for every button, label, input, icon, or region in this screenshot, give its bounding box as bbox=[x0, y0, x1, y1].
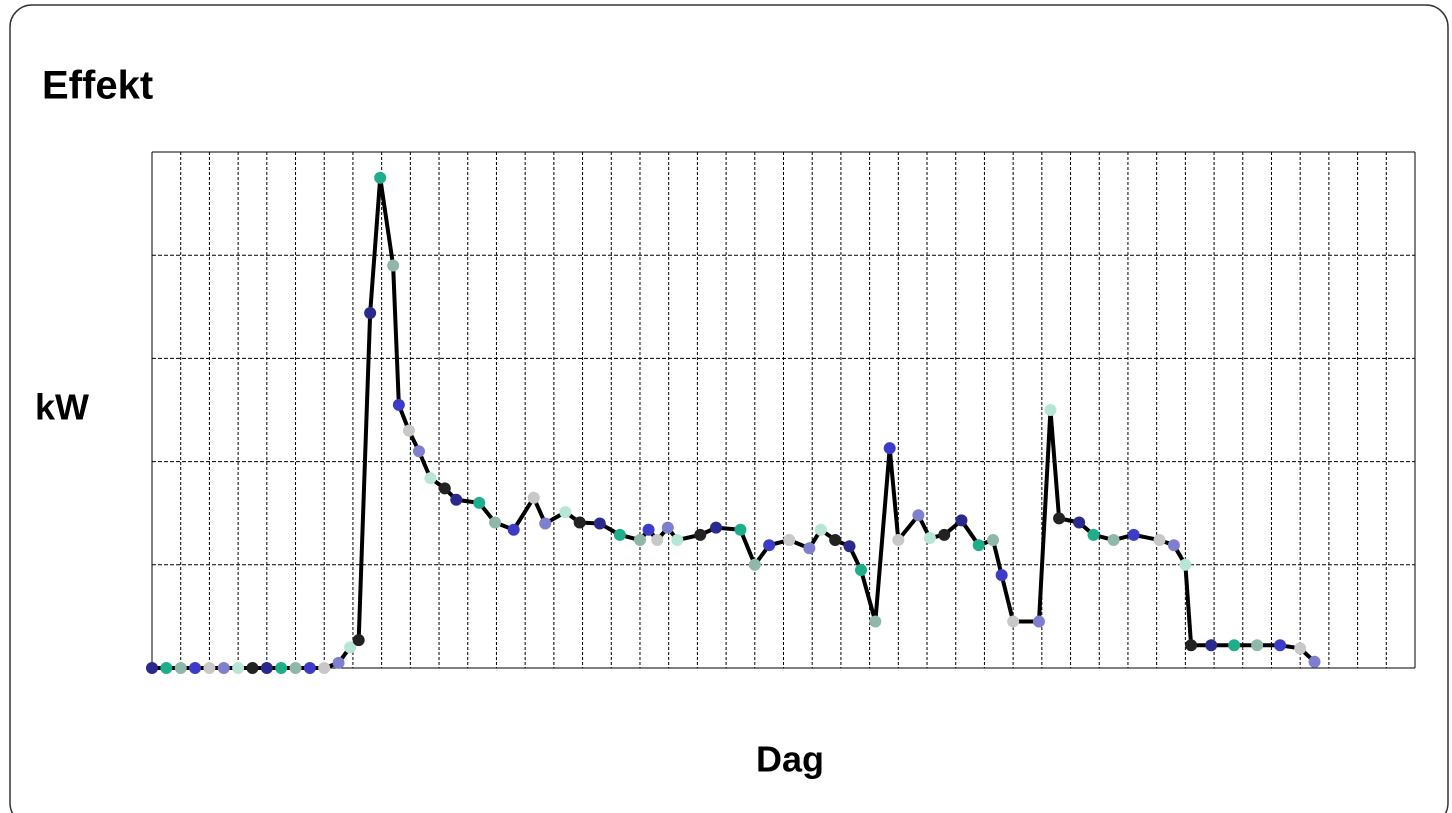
data-point bbox=[1274, 639, 1287, 652]
data-point bbox=[539, 517, 552, 530]
data-point bbox=[402, 424, 415, 437]
data-point bbox=[1167, 539, 1180, 552]
data-point bbox=[843, 540, 856, 553]
data-point bbox=[450, 493, 463, 506]
data-point bbox=[1073, 516, 1086, 529]
data-point bbox=[275, 662, 288, 674]
data-point bbox=[424, 472, 437, 485]
chart-title: Effekt bbox=[42, 64, 153, 108]
data-point bbox=[412, 445, 425, 458]
data-point bbox=[352, 634, 365, 647]
data-point bbox=[473, 496, 486, 509]
y-axis-label: kW bbox=[35, 387, 89, 428]
data-point bbox=[189, 662, 202, 674]
data-point bbox=[1251, 639, 1264, 652]
data-point bbox=[748, 558, 761, 571]
data-point bbox=[438, 482, 451, 495]
data-point bbox=[573, 516, 586, 529]
data-point bbox=[855, 563, 868, 576]
data-point bbox=[883, 442, 896, 455]
data-point bbox=[160, 662, 173, 674]
data-point bbox=[203, 662, 216, 674]
data-point bbox=[829, 534, 842, 547]
data-point bbox=[938, 528, 951, 541]
data-point bbox=[633, 534, 646, 547]
data-point bbox=[1032, 615, 1045, 628]
data-point bbox=[559, 506, 572, 519]
data-point bbox=[387, 259, 400, 272]
data-point bbox=[1185, 639, 1198, 652]
data-point bbox=[1107, 534, 1120, 547]
data-point bbox=[972, 539, 985, 552]
data-point bbox=[892, 534, 905, 547]
data-point bbox=[710, 521, 723, 534]
data-point bbox=[392, 398, 405, 411]
data-point bbox=[332, 656, 345, 669]
data-point bbox=[1179, 558, 1192, 571]
data-point bbox=[1228, 639, 1241, 652]
data-point bbox=[344, 641, 357, 654]
data-point bbox=[1205, 639, 1218, 652]
data-point bbox=[1153, 534, 1166, 547]
data-point bbox=[763, 539, 776, 552]
data-point bbox=[364, 306, 377, 319]
data-point bbox=[1127, 528, 1140, 541]
data-point bbox=[1308, 655, 1321, 668]
data-point bbox=[1007, 615, 1020, 628]
data-point bbox=[987, 534, 1000, 547]
data-point bbox=[995, 569, 1008, 582]
data-point bbox=[174, 662, 187, 674]
data-point bbox=[489, 516, 502, 529]
data-point bbox=[1053, 512, 1066, 525]
data-point bbox=[318, 662, 331, 674]
data-point bbox=[869, 615, 882, 628]
data-point bbox=[803, 542, 816, 555]
data-point bbox=[374, 171, 387, 184]
data-point bbox=[613, 528, 626, 541]
data-point bbox=[651, 534, 664, 547]
data-point bbox=[783, 534, 796, 547]
data-point bbox=[734, 523, 747, 536]
data-point bbox=[232, 662, 245, 674]
data-point bbox=[671, 534, 684, 547]
x-axis-label: Dag bbox=[756, 739, 824, 780]
data-point bbox=[912, 509, 925, 522]
data-point bbox=[814, 523, 827, 536]
data-point bbox=[1044, 404, 1057, 416]
data-point bbox=[217, 662, 230, 674]
data-point bbox=[661, 521, 674, 534]
data-point bbox=[303, 662, 316, 674]
data-point bbox=[694, 528, 707, 541]
data-point bbox=[507, 523, 520, 536]
data-point bbox=[146, 662, 158, 674]
data-point bbox=[527, 491, 540, 504]
data-point bbox=[955, 514, 968, 527]
data-point bbox=[246, 662, 259, 674]
data-point bbox=[1087, 528, 1100, 541]
data-point bbox=[260, 662, 273, 674]
data-point bbox=[1294, 642, 1307, 655]
data-point bbox=[289, 662, 302, 674]
data-point bbox=[642, 523, 655, 536]
data-point bbox=[593, 517, 606, 530]
data-point bbox=[923, 531, 936, 544]
slide-frame bbox=[9, 4, 1449, 813]
